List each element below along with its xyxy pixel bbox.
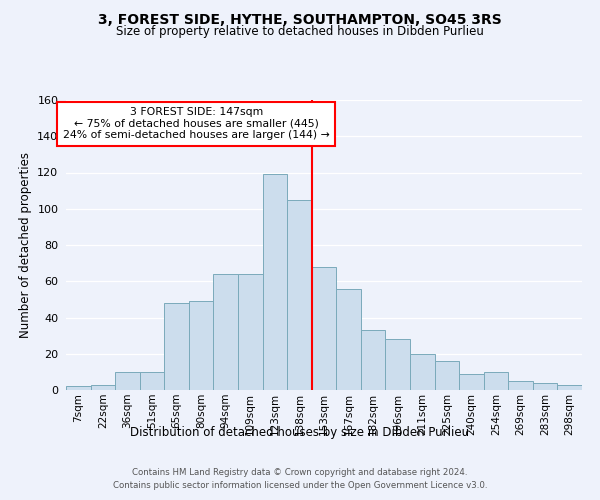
Text: 3 FOREST SIDE: 147sqm
← 75% of detached houses are smaller (445)
24% of semi-det: 3 FOREST SIDE: 147sqm ← 75% of detached … bbox=[63, 108, 329, 140]
Bar bbox=[385, 339, 410, 390]
Bar bbox=[91, 384, 115, 390]
Bar bbox=[557, 384, 582, 390]
Bar bbox=[140, 372, 164, 390]
Bar bbox=[533, 383, 557, 390]
Bar bbox=[336, 288, 361, 390]
Bar bbox=[238, 274, 263, 390]
Y-axis label: Number of detached properties: Number of detached properties bbox=[19, 152, 32, 338]
Bar bbox=[263, 174, 287, 390]
Bar bbox=[287, 200, 312, 390]
Text: 3, FOREST SIDE, HYTHE, SOUTHAMPTON, SO45 3RS: 3, FOREST SIDE, HYTHE, SOUTHAMPTON, SO45… bbox=[98, 12, 502, 26]
Bar bbox=[484, 372, 508, 390]
Bar bbox=[164, 303, 189, 390]
Bar bbox=[410, 354, 434, 390]
Bar bbox=[189, 301, 214, 390]
Text: Size of property relative to detached houses in Dibden Purlieu: Size of property relative to detached ho… bbox=[116, 25, 484, 38]
Bar bbox=[434, 361, 459, 390]
Text: Distribution of detached houses by size in Dibden Purlieu: Distribution of detached houses by size … bbox=[130, 426, 470, 439]
Bar bbox=[66, 386, 91, 390]
Bar bbox=[115, 372, 140, 390]
Bar bbox=[214, 274, 238, 390]
Text: Contains public sector information licensed under the Open Government Licence v3: Contains public sector information licen… bbox=[113, 480, 487, 490]
Text: Contains HM Land Registry data © Crown copyright and database right 2024.: Contains HM Land Registry data © Crown c… bbox=[132, 468, 468, 477]
Bar bbox=[312, 267, 336, 390]
Bar bbox=[459, 374, 484, 390]
Bar bbox=[508, 381, 533, 390]
Bar bbox=[361, 330, 385, 390]
